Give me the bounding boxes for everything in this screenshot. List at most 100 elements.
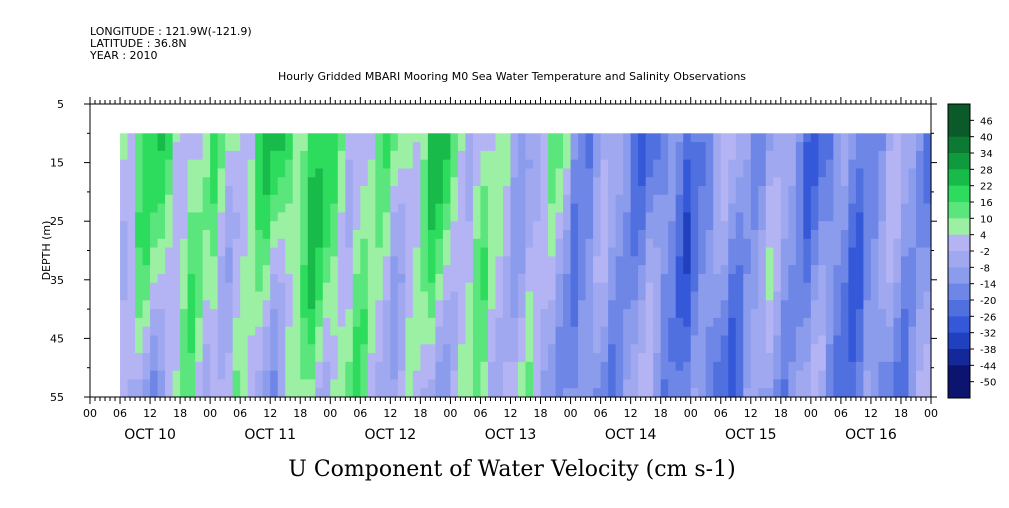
- heatmap-cell: [915, 300, 925, 310]
- heatmap-cell: [472, 256, 482, 266]
- heatmap-cell: [270, 186, 279, 196]
- heatmap-cell: [150, 203, 159, 214]
- heatmap-cell: [480, 256, 489, 266]
- heatmap-cell: [638, 265, 647, 275]
- heatmap-cell: [375, 142, 384, 152]
- heatmap-cell: [600, 309, 609, 319]
- heatmap-cell: [172, 309, 181, 319]
- heatmap-cell: [705, 203, 714, 214]
- heatmap-cell: [210, 317, 219, 328]
- heatmap-cell: [923, 256, 932, 266]
- colorbar-segment: [948, 218, 970, 236]
- heatmap-cell: [450, 361, 459, 372]
- heatmap-cell: [157, 265, 166, 275]
- heatmap-cell: [863, 344, 872, 354]
- heatmap-cell: [382, 379, 391, 389]
- x-tick-label: 18: [173, 407, 187, 420]
- heatmap-cell: [915, 326, 925, 337]
- colorbar-segment: [948, 365, 970, 383]
- heatmap-cell: [457, 388, 467, 398]
- heatmap-cell: [825, 317, 834, 328]
- heatmap-cell: [240, 159, 249, 170]
- heatmap-cell: [833, 282, 842, 293]
- heatmap-cell: [923, 212, 932, 222]
- heatmap-cell: [382, 256, 391, 266]
- heatmap-cell: [758, 221, 767, 231]
- heatmap-cell: [630, 273, 639, 284]
- heatmap-cell: [923, 361, 932, 372]
- heatmap-cell: [548, 159, 557, 170]
- heatmap-cell: [848, 344, 857, 354]
- heatmap-cell: [885, 177, 895, 187]
- heatmap-cell: [885, 326, 895, 337]
- heatmap-cell: [165, 238, 174, 249]
- heatmap-cell: [533, 238, 542, 249]
- heatmap-cell: [195, 317, 204, 328]
- heatmap-cell: [645, 256, 654, 266]
- heatmap-cell: [202, 177, 211, 187]
- heatmap-cell: [893, 344, 902, 354]
- heatmap-cell: [660, 379, 669, 389]
- heatmap-cell: [307, 221, 316, 231]
- heatmap-cell: [548, 186, 557, 196]
- heatmap-cell: [360, 212, 369, 222]
- colorbar-segment: [948, 153, 970, 170]
- heatmap-cell: [427, 133, 437, 143]
- heatmap-cell: [773, 150, 782, 161]
- heatmap-cell: [210, 168, 219, 178]
- heatmap-cell: [397, 326, 406, 337]
- heatmap-cell: [232, 256, 241, 266]
- heatmap-cell: [277, 309, 286, 319]
- heatmap-cell: [555, 186, 564, 196]
- heatmap-cell: [840, 273, 849, 284]
- heatmap-cell: [307, 212, 316, 222]
- heatmap-cell: [870, 326, 880, 337]
- heatmap-cell: [307, 133, 316, 143]
- heatmap-cell: [600, 335, 609, 345]
- heatmap-cell: [825, 212, 834, 222]
- heatmap-cell: [825, 142, 834, 152]
- heatmap-cell: [157, 361, 166, 372]
- heatmap-cell: [120, 317, 129, 328]
- heatmap-cell: [713, 186, 722, 196]
- heatmap-cell: [735, 273, 744, 284]
- heatmap-cell: [908, 326, 917, 337]
- heatmap-cell: [495, 370, 504, 381]
- heatmap-cell: [172, 256, 181, 266]
- heatmap-cell: [743, 300, 752, 310]
- heatmap-cell: [150, 335, 159, 345]
- heatmap-cell: [420, 265, 429, 275]
- heatmap-cell: [435, 194, 444, 205]
- heatmap-cell: [457, 379, 467, 389]
- heatmap-cell: [653, 247, 662, 257]
- heatmap-cell: [638, 379, 647, 389]
- heatmap-cell: [255, 221, 264, 231]
- heatmap-cell: [195, 265, 204, 275]
- heatmap-cell: [840, 309, 849, 319]
- heatmap-cell: [262, 133, 271, 143]
- heatmap-cell: [420, 344, 429, 354]
- heatmap-cell: [825, 370, 834, 381]
- heatmap-cell: [923, 229, 932, 240]
- heatmap-cell: [427, 150, 437, 161]
- heatmap-cell: [780, 186, 789, 196]
- heatmap-cell: [825, 159, 834, 170]
- heatmap-cell: [195, 361, 204, 372]
- heatmap-cell: [510, 221, 519, 231]
- heatmap-cell: [172, 300, 181, 310]
- heatmap-cell: [713, 133, 722, 143]
- heatmap-cell: [690, 256, 699, 266]
- heatmap-cell: [405, 194, 414, 205]
- heatmap-cell: [833, 309, 842, 319]
- x-tick-label: 12: [864, 407, 878, 420]
- heatmap-cell: [893, 150, 902, 161]
- heatmap-cell: [285, 186, 294, 196]
- heatmap-cell: [435, 256, 444, 266]
- heatmap-cell: [690, 238, 699, 249]
- heatmap-cell: [382, 203, 391, 214]
- heatmap-cell: [908, 247, 917, 257]
- heatmap-cell: [225, 300, 234, 310]
- heatmap-cell: [885, 370, 895, 381]
- heatmap-cell: [300, 212, 309, 222]
- heatmap-cell: [390, 326, 399, 337]
